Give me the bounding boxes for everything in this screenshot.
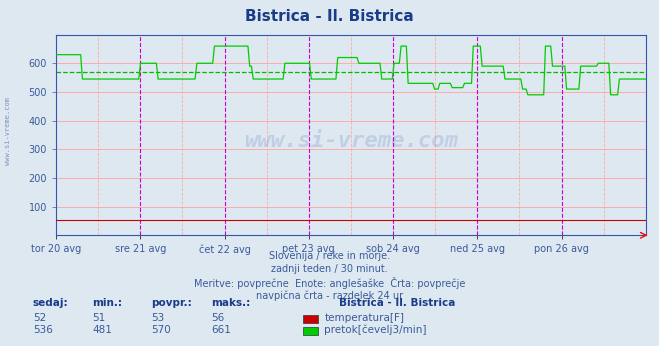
Text: 570: 570 [152,325,171,335]
Text: zadnji teden / 30 minut.: zadnji teden / 30 minut. [271,264,388,274]
Text: temperatura[F]: temperatura[F] [324,313,404,323]
Text: min.:: min.: [92,298,123,308]
Text: www.si-vreme.com: www.si-vreme.com [5,98,11,165]
Text: Bistrica - Il. Bistrica: Bistrica - Il. Bistrica [245,9,414,24]
Text: maks.:: maks.: [211,298,250,308]
Text: 481: 481 [92,325,112,335]
Text: 56: 56 [211,313,224,323]
Text: Meritve: povprečne  Enote: anglešaške  Črta: povprečje: Meritve: povprečne Enote: anglešaške Črt… [194,277,465,289]
Text: pretok[čevelj3/min]: pretok[čevelj3/min] [324,324,427,335]
Text: povpr.:: povpr.: [152,298,192,308]
Text: navpična črta - razdelek 24 ur: navpična črta - razdelek 24 ur [256,290,403,301]
Text: 536: 536 [33,325,53,335]
Text: 53: 53 [152,313,165,323]
Text: 661: 661 [211,325,231,335]
Text: Bistrica - Il. Bistrica: Bistrica - Il. Bistrica [339,298,456,308]
Text: sedaj:: sedaj: [33,298,69,308]
Text: www.si-vreme.com: www.si-vreme.com [244,131,458,151]
Text: Slovenija / reke in morje.: Slovenija / reke in morje. [269,251,390,261]
Text: 51: 51 [92,313,105,323]
Text: 52: 52 [33,313,46,323]
